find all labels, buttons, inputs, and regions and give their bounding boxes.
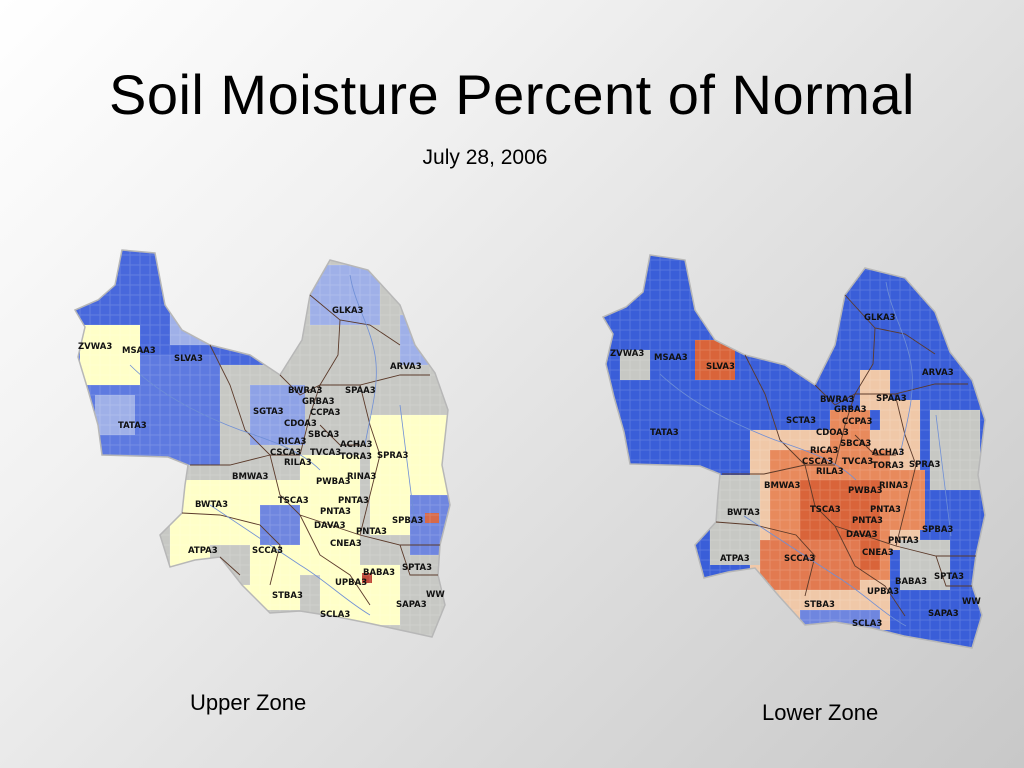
station-label: WW: [962, 597, 981, 607]
station-label: DAVA3: [314, 521, 346, 531]
lower-rivers: [659, 281, 952, 627]
station-label: BWRA3: [288, 386, 323, 396]
station-label: SPTA3: [402, 563, 432, 573]
station-label: BWRA3: [820, 395, 855, 405]
station-label: SCCA3: [252, 546, 283, 556]
station-label: TVCA3: [842, 457, 873, 467]
station-label: SPTA3: [934, 572, 964, 582]
station-label: RINA3: [879, 481, 908, 491]
station-label: GRBA3: [834, 405, 867, 415]
station-label: SLVA3: [706, 362, 735, 372]
station-label: SPAA3: [876, 394, 907, 404]
station-label: MSAA3: [654, 353, 688, 363]
station-label: CCPA3: [842, 417, 873, 427]
station-label: RILA3: [284, 458, 312, 468]
station-label: CDOA3: [284, 419, 317, 429]
lower-zone-raster: [603, 255, 985, 648]
station-label: SCLA3: [852, 619, 882, 629]
station-label: STBA3: [804, 600, 835, 610]
station-label: ATPA3: [188, 546, 218, 556]
station-label: CDOA3: [816, 428, 849, 438]
station-label: BABA3: [363, 568, 395, 578]
station-label: BMWA3: [232, 472, 269, 482]
station-label: WW: [426, 590, 445, 600]
station-label: SCTA3: [786, 416, 816, 426]
station-label: CNEA3: [330, 539, 362, 549]
station-label: TSCA3: [810, 505, 841, 515]
station-label: SPRA3: [377, 451, 408, 461]
station-label: GRBA3: [302, 397, 335, 407]
station-label: PNTA3: [320, 507, 351, 517]
upper-zone-outline: [73, 249, 451, 638]
slide-title: Soil Moisture Percent of Normal: [108, 63, 915, 126]
station-label: PNTA3: [356, 527, 387, 537]
station-label: CSCA3: [270, 448, 301, 458]
station-label: PNTA3: [852, 516, 883, 526]
upper-rivers: [129, 274, 416, 616]
station-label: ACHA3: [872, 448, 905, 458]
lower-zone-outline: [601, 254, 986, 649]
station-label: ARVA3: [922, 368, 954, 378]
lower-zone-map: GLKA3 ZVWA3 MSAA3 SLVA3 ARVA3 TATA3 BWRA…: [600, 250, 1000, 660]
station-label: SCCA3: [784, 554, 815, 564]
station-label: ZVWA3: [610, 349, 644, 359]
upper-zone-map: GLKA3 ZVWA3 MSAA3 SLVA3 ARVA3 TATA3 BWRA…: [70, 245, 455, 645]
station-label: ACHA3: [340, 440, 373, 450]
station-label: BABA3: [895, 577, 927, 587]
station-label: PNTA3: [888, 536, 919, 546]
station-label: GLKA3: [332, 306, 364, 316]
station-label: BWTA3: [195, 500, 228, 510]
station-label: SBCA3: [308, 430, 339, 440]
station-label: SGTA3: [253, 407, 284, 417]
station-label: PNTA3: [870, 505, 901, 515]
station-label: UPBA3: [335, 578, 367, 588]
station-label: TVCA3: [310, 448, 341, 458]
lower-zone-label: Lower Zone: [762, 700, 879, 725]
station-label: GLKA3: [864, 313, 896, 323]
slide-date: July 28, 2006: [422, 146, 548, 169]
station-label: CCPA3: [310, 408, 341, 418]
upper-station-labels: GLKA3 ZVWA3 MSAA3 SLVA3 ARVA3 TATA3 BWRA…: [78, 306, 445, 620]
station-label: TATA3: [118, 421, 147, 431]
station-label: MSAA3: [122, 346, 156, 356]
lower-station-labels: GLKA3 ZVWA3 MSAA3 SLVA3 ARVA3 TATA3 BWRA…: [610, 313, 981, 629]
upper-zone-label: Upper Zone: [190, 690, 307, 715]
station-label: TSCA3: [278, 496, 309, 506]
station-label: ATPA3: [720, 554, 750, 564]
upper-zone-raster: [75, 250, 450, 637]
station-label: SBCA3: [840, 439, 871, 449]
station-label: RILA3: [816, 467, 844, 477]
station-label: BWTA3: [727, 508, 760, 518]
station-label: CSCA3: [802, 457, 833, 467]
station-label: SPRA3: [909, 460, 940, 470]
station-label: TORA3: [872, 461, 904, 471]
upper-basin-boundaries: [181, 294, 440, 606]
lower-zone-map-svg: GLKA3 ZVWA3 MSAA3 SLVA3 ARVA3 TATA3 BWRA…: [601, 254, 986, 649]
station-label: BMWA3: [764, 481, 801, 491]
station-label: PWBA3: [316, 477, 351, 487]
lower-basin-boundaries: [715, 294, 976, 617]
station-label: SLVA3: [174, 354, 203, 364]
station-label: SAPA3: [396, 600, 427, 610]
station-label: TATA3: [650, 428, 679, 438]
station-label: SPBA3: [392, 516, 423, 526]
station-label: PWBA3: [848, 486, 883, 496]
station-label: ZVWA3: [78, 342, 112, 352]
station-label: DAVA3: [846, 530, 878, 540]
station-label: RICA3: [810, 446, 839, 456]
station-label: TORA3: [340, 452, 372, 462]
station-label: UPBA3: [867, 587, 899, 597]
station-label: RICA3: [278, 437, 307, 447]
station-label: ARVA3: [390, 362, 422, 372]
station-label: SAPA3: [928, 609, 959, 619]
station-label: STBA3: [272, 591, 303, 601]
station-label: SCLA3: [320, 610, 350, 620]
upper-zone-map-svg: GLKA3 ZVWA3 MSAA3 SLVA3 ARVA3 TATA3 BWRA…: [73, 249, 451, 638]
station-label: PNTA3: [338, 496, 369, 506]
station-label: SPBA3: [922, 525, 953, 535]
station-label: CNEA3: [862, 548, 894, 558]
station-label: SPAA3: [345, 386, 376, 396]
station-label: RINA3: [347, 472, 376, 482]
